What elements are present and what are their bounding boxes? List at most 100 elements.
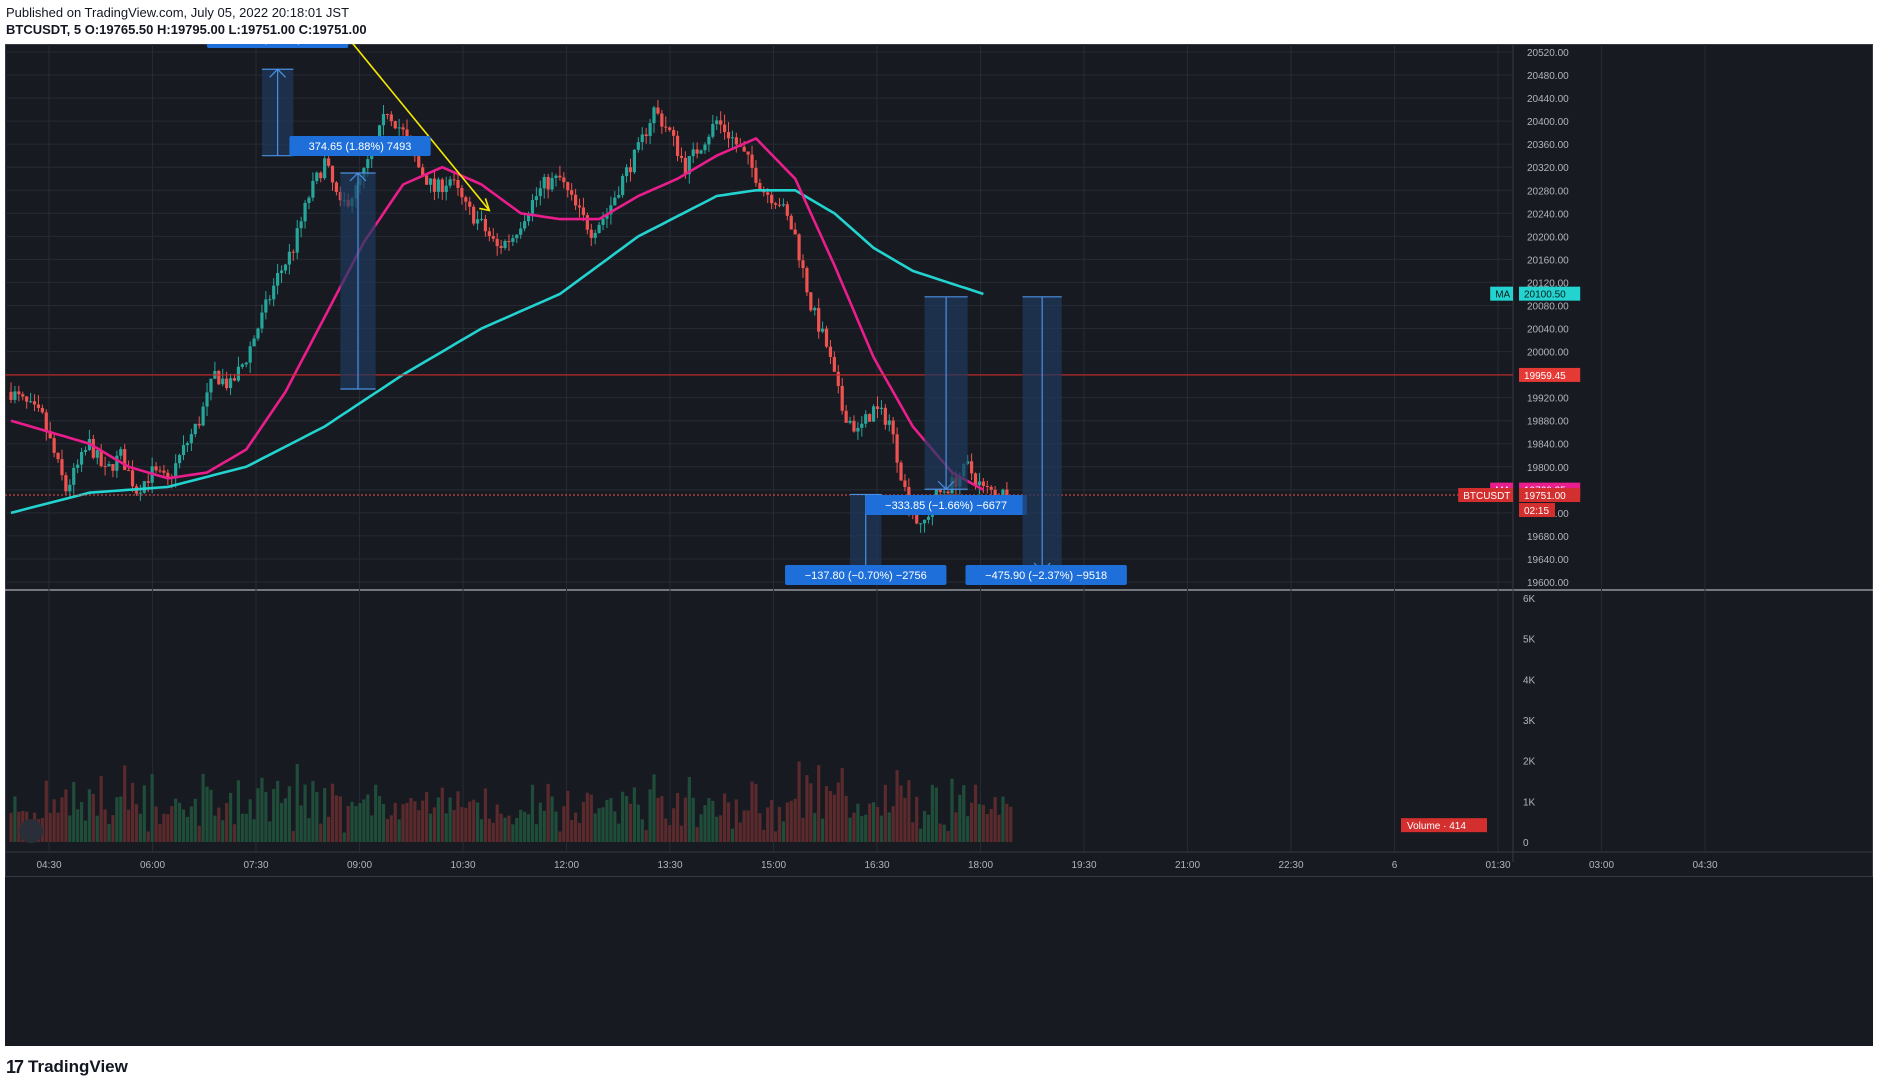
volume-bar bbox=[546, 783, 550, 842]
measure-arrow-head bbox=[269, 68, 287, 78]
candle-body bbox=[127, 470, 131, 472]
candle-body bbox=[542, 176, 546, 189]
candle-body bbox=[29, 401, 33, 403]
measure-label: −333.85 (−1.66%) −6677 bbox=[865, 495, 1027, 515]
volume-bar bbox=[915, 796, 919, 842]
volume-bar bbox=[479, 819, 484, 842]
candle-body bbox=[534, 196, 538, 201]
volume-bar bbox=[679, 825, 684, 842]
candle-body bbox=[44, 412, 48, 431]
candle-body bbox=[766, 192, 770, 195]
volume-bar bbox=[495, 804, 499, 842]
candle-body bbox=[21, 394, 25, 397]
y-tick-label: 20040.00 bbox=[1527, 325, 1569, 336]
volume-bar bbox=[268, 821, 272, 842]
volume-bar bbox=[299, 805, 303, 842]
candle-body bbox=[475, 219, 480, 224]
last-price-label-bg bbox=[1519, 488, 1581, 503]
volume-bar bbox=[589, 794, 593, 842]
candle-body bbox=[460, 187, 464, 198]
volume-bar bbox=[813, 813, 817, 842]
candle-body bbox=[836, 371, 840, 386]
candle-body bbox=[777, 204, 782, 206]
candle-body bbox=[664, 126, 668, 128]
candle-body bbox=[562, 177, 566, 183]
candle-body bbox=[832, 356, 836, 372]
volume-bar bbox=[954, 812, 958, 842]
published-line: Published on TradingView.com, July 05, 2… bbox=[6, 5, 350, 20]
volume-bar bbox=[217, 807, 221, 842]
ma-slow-line bbox=[10, 189, 984, 515]
candle-body bbox=[891, 420, 895, 435]
volume-bar bbox=[609, 798, 613, 842]
volume-bar bbox=[946, 831, 950, 842]
candle-body bbox=[468, 201, 472, 207]
ma-slow-price-label-bg bbox=[1519, 286, 1581, 301]
last-price-label-tag-bg bbox=[1458, 488, 1513, 503]
volume-bar bbox=[358, 802, 362, 842]
candle-body bbox=[95, 450, 99, 458]
volume-bar bbox=[875, 806, 880, 842]
candle-body bbox=[377, 125, 382, 141]
candle-body bbox=[801, 260, 805, 269]
volume-bar bbox=[836, 782, 840, 842]
volume-bar bbox=[581, 801, 586, 842]
volume-bar bbox=[64, 789, 68, 842]
volume-bar bbox=[315, 792, 319, 842]
volume-bar bbox=[754, 783, 758, 842]
axes: 20520.00 20480.00 20440.00 20400.00 20360.00… bbox=[19, 48, 1718, 871]
candle-body bbox=[632, 149, 637, 173]
volume-tick-label: 6K bbox=[1523, 594, 1536, 605]
volume-bar bbox=[593, 813, 597, 842]
measurement-tools[interactable]: 146.75 (0.72%) 2935 374.65 (1.88%) 7493 −1… bbox=[206, 44, 1127, 585]
candle-body bbox=[719, 120, 723, 125]
candle-body bbox=[628, 167, 633, 173]
candle-body bbox=[617, 194, 621, 198]
volume-bar bbox=[726, 802, 731, 842]
candle-body bbox=[899, 462, 903, 481]
volume-bar bbox=[1009, 806, 1013, 842]
volume-bar bbox=[687, 777, 691, 842]
volume-bar bbox=[283, 798, 288, 842]
volume-label-bg bbox=[1401, 818, 1487, 833]
candle-body bbox=[225, 378, 229, 389]
volume-bar bbox=[1005, 803, 1009, 842]
volume-bar bbox=[758, 813, 762, 842]
volume-bar bbox=[432, 807, 437, 842]
indicator-lines bbox=[5, 44, 1513, 515]
volume-bar bbox=[397, 819, 401, 842]
y-tick-label: 20240.00 bbox=[1527, 209, 1569, 220]
candle-body bbox=[291, 251, 295, 253]
volume-bar bbox=[276, 780, 280, 842]
trading-chart[interactable]: 146.75 (0.72%) 2935 374.65 (1.88%) 7493 −1… bbox=[5, 44, 1873, 1046]
volume-bar bbox=[542, 810, 546, 842]
candle-body bbox=[652, 107, 656, 124]
volume-bar bbox=[570, 820, 574, 842]
y-tick-label: 19800.00 bbox=[1527, 463, 1569, 474]
candle-body bbox=[515, 234, 519, 239]
volume-bar bbox=[617, 823, 621, 842]
candle-body bbox=[817, 307, 821, 332]
candle-body bbox=[472, 206, 476, 224]
candle-body bbox=[56, 452, 60, 460]
candle-body bbox=[864, 414, 868, 424]
volume-bar bbox=[162, 813, 166, 842]
candle-body bbox=[770, 194, 774, 204]
candle-body bbox=[844, 410, 848, 423]
volume-bar bbox=[981, 804, 985, 842]
candle-body bbox=[452, 179, 456, 181]
candle-body bbox=[185, 443, 190, 446]
volume-bar bbox=[785, 802, 789, 842]
volume-bar bbox=[205, 786, 209, 842]
candle-body bbox=[299, 221, 303, 229]
volume-bar bbox=[499, 813, 503, 842]
volume-bar bbox=[76, 809, 80, 842]
candle-body bbox=[644, 134, 648, 136]
candle-body bbox=[554, 175, 558, 179]
candle-body bbox=[115, 455, 119, 471]
candle-body bbox=[272, 285, 276, 300]
volume-bar bbox=[526, 814, 531, 842]
volume-bar bbox=[346, 806, 350, 842]
volume-bar bbox=[573, 812, 578, 842]
volume-bar bbox=[370, 815, 374, 842]
